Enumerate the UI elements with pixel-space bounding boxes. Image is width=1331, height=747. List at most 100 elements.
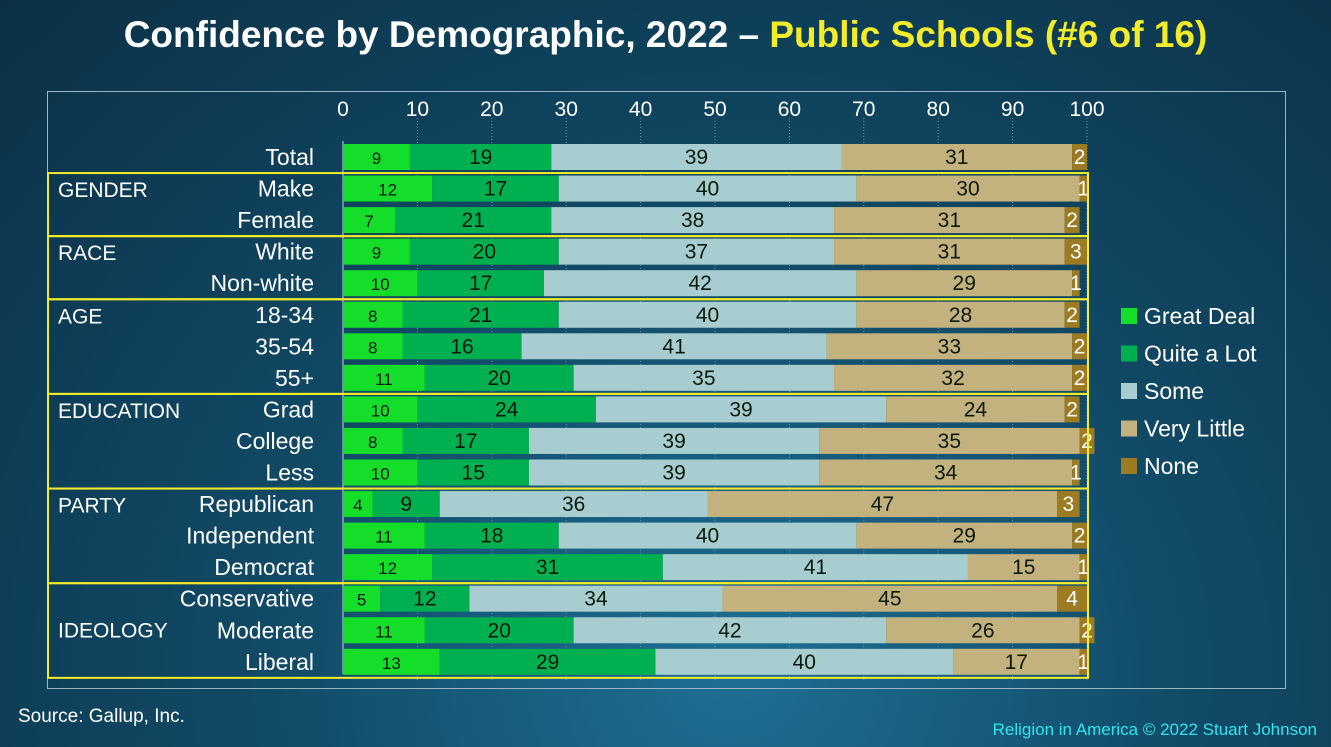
bar-none xyxy=(1064,396,1080,423)
data-label: 15 xyxy=(1012,556,1035,579)
data-label: 19 xyxy=(469,146,492,169)
data-label: 10 xyxy=(371,465,390,484)
bar-great-deal xyxy=(343,491,373,518)
data-label: 12 xyxy=(413,588,436,611)
data-label: 3 xyxy=(1063,493,1075,516)
bar-very-little xyxy=(819,459,1073,486)
y-tick-label: 55+ xyxy=(275,365,314,391)
data-label: 11 xyxy=(375,528,393,547)
data-label: 29 xyxy=(953,525,976,548)
bar-great-deal xyxy=(343,270,418,297)
bar-great-deal xyxy=(343,522,425,549)
bar-great-deal xyxy=(343,364,425,391)
data-label: 8 xyxy=(368,307,377,326)
data-label: 47 xyxy=(871,493,894,516)
x-tick-label: 30 xyxy=(555,98,578,121)
bar-some xyxy=(595,396,887,423)
bar-some xyxy=(469,585,723,612)
y-tick-label: Make xyxy=(258,176,314,202)
group-box xyxy=(47,582,1089,679)
bar-some xyxy=(439,491,708,518)
data-label: 4 xyxy=(1066,588,1078,611)
data-label: 1 xyxy=(1070,462,1082,485)
bar-none xyxy=(1079,554,1087,581)
group-label: EDUCATION xyxy=(58,400,180,423)
bar-none xyxy=(1064,301,1080,328)
data-label: 10 xyxy=(371,401,390,420)
bar-some xyxy=(662,554,968,581)
x-tick-label: 80 xyxy=(927,98,950,121)
y-tick-label: Liberal xyxy=(245,649,314,675)
bar-great-deal xyxy=(343,617,425,644)
x-tick-label: 10 xyxy=(406,98,429,121)
credit-note: Religion in America © 2022 Stuart Johnso… xyxy=(992,720,1317,739)
data-label: 40 xyxy=(696,304,719,327)
bar-very-little xyxy=(834,364,1073,391)
source-note: Source: Gallup, Inc. xyxy=(18,706,185,727)
data-label: 7 xyxy=(364,212,373,231)
y-tick-label: Moderate xyxy=(217,617,314,643)
legend-label: None xyxy=(1144,453,1199,479)
bar-great-deal xyxy=(343,648,440,675)
data-label: 41 xyxy=(804,556,827,579)
data-label: 32 xyxy=(941,367,964,390)
x-tick-label: 100 xyxy=(1069,98,1104,121)
group-label: GENDER xyxy=(58,179,148,202)
data-label: 17 xyxy=(454,430,477,453)
bar-quite-a-lot xyxy=(402,427,529,454)
bar-very-little xyxy=(886,617,1080,644)
bar-none xyxy=(1072,522,1087,549)
bar-great-deal xyxy=(343,333,403,360)
data-label: 18 xyxy=(480,525,503,548)
chart-title: Confidence by Demographic, 2022 – Public… xyxy=(0,14,1331,56)
data-label: 40 xyxy=(793,651,816,674)
data-label: 2 xyxy=(1074,367,1086,390)
chart-title-highlight: Public Schools (#6 of 16) xyxy=(769,14,1208,55)
bar-great-deal xyxy=(343,207,396,234)
data-label: 12 xyxy=(378,559,397,578)
legend-swatch xyxy=(1121,308,1137,324)
data-label: 10 xyxy=(371,275,390,294)
data-label: 36 xyxy=(562,493,585,516)
data-label: 39 xyxy=(662,430,685,453)
data-label: 34 xyxy=(584,588,608,611)
bar-quite-a-lot xyxy=(417,459,529,486)
data-label: 29 xyxy=(536,651,559,674)
data-label: 40 xyxy=(696,525,719,548)
group-label: AGE xyxy=(58,305,102,328)
y-tick-label: White xyxy=(255,239,314,265)
bar-quite-a-lot xyxy=(417,396,596,423)
data-label: 1 xyxy=(1077,651,1089,674)
bar-very-little xyxy=(834,207,1065,234)
bar-none xyxy=(1064,207,1080,234)
y-tick-label: College xyxy=(236,428,314,454)
legend-label: Great Deal xyxy=(1144,303,1255,329)
bar-none xyxy=(1064,238,1087,265)
bar-very-little xyxy=(834,238,1065,265)
data-label: 1 xyxy=(1070,272,1082,295)
data-label: 31 xyxy=(938,241,961,264)
data-label: 8 xyxy=(368,433,377,452)
data-label: 34 xyxy=(934,462,958,485)
bar-some xyxy=(529,459,820,486)
data-label: 20 xyxy=(488,367,511,390)
bar-very-little xyxy=(722,585,1058,612)
bar-none xyxy=(1079,648,1087,675)
data-label: 17 xyxy=(1005,651,1028,674)
data-label: 17 xyxy=(469,272,492,295)
bar-some xyxy=(529,427,820,454)
bar-some xyxy=(551,207,835,234)
y-tick-label: Democrat xyxy=(214,554,314,580)
y-tick-label: Republican xyxy=(199,491,314,517)
data-label: 1 xyxy=(1077,178,1089,201)
bar-quite-a-lot xyxy=(439,648,656,675)
bar-none xyxy=(1057,585,1087,612)
y-tick-label: 35-54 xyxy=(255,333,314,359)
bar-very-little xyxy=(826,333,1073,360)
data-label: 9 xyxy=(372,244,381,263)
x-tick-label: 40 xyxy=(629,98,652,121)
bar-some xyxy=(558,238,835,265)
bar-great-deal xyxy=(343,554,433,581)
group-label: PARTY xyxy=(58,495,126,518)
bar-very-little xyxy=(953,648,1080,675)
